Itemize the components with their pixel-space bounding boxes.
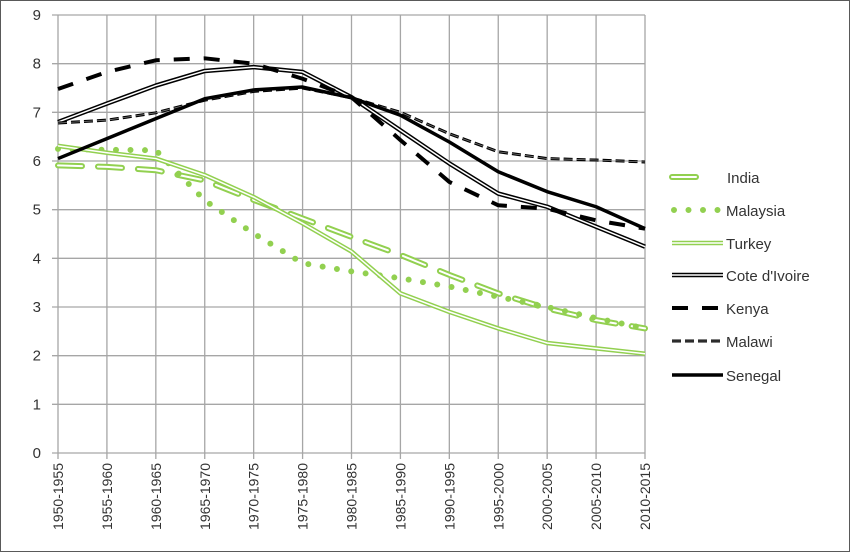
x-tick-label: 1950-1955 bbox=[50, 463, 66, 530]
y-tick-label: 0 bbox=[33, 445, 41, 462]
legend-label: Malawi bbox=[726, 334, 773, 351]
y-tick-label: 2 bbox=[33, 348, 41, 365]
legend-label: Senegal bbox=[726, 368, 781, 385]
x-tick-label: 2000-2005 bbox=[539, 463, 555, 530]
legend: India Malaysia Turkey Cote d'Ivoire Kenya Mal… bbox=[669, 170, 810, 385]
legend-label: Turkey bbox=[726, 236, 772, 253]
x-tick-label: 2005-2010 bbox=[588, 463, 604, 530]
x-tick-label: 1965-1970 bbox=[197, 463, 213, 530]
legend-item: Turkey bbox=[672, 236, 772, 253]
legend-item: Malaysia bbox=[671, 203, 786, 220]
y-tick-label: 9 bbox=[33, 7, 41, 24]
series-line-inner bbox=[57, 145, 646, 355]
x-tick-label: 1975-1980 bbox=[295, 463, 311, 530]
y-axis: 0 1 2 3 4 5 6 7 8 9 bbox=[33, 7, 41, 462]
x-tick-label: 1985-1990 bbox=[392, 463, 408, 530]
series-turkey bbox=[57, 143, 646, 356]
x-tick-label: 1955-1960 bbox=[99, 463, 115, 530]
y-tick-label: 3 bbox=[33, 299, 41, 316]
legend-label: India bbox=[727, 170, 760, 187]
x-tick-label: 2010-2015 bbox=[637, 463, 653, 530]
x-tick-label: 1990-1995 bbox=[441, 463, 457, 530]
legend-item: Kenya bbox=[672, 301, 769, 318]
x-axis: 1950-1955 1955-1960 1960-1965 1965-1970 1970… bbox=[50, 463, 653, 530]
grid bbox=[52, 14, 646, 459]
legend-label: Kenya bbox=[726, 301, 769, 318]
series-malaysia bbox=[55, 145, 648, 332]
y-tick-label: 7 bbox=[33, 104, 41, 121]
y-tick-label: 5 bbox=[33, 202, 41, 219]
y-tick-label: 6 bbox=[33, 153, 41, 170]
legend-label: Cote d'Ivoire bbox=[726, 268, 810, 285]
series-line-inner bbox=[57, 87, 646, 163]
x-tick-label: 1970-1975 bbox=[246, 463, 262, 530]
series-lines bbox=[55, 56, 648, 356]
series-senegal bbox=[57, 85, 646, 231]
series-india bbox=[55, 162, 648, 332]
series-malawi bbox=[57, 86, 646, 164]
x-tick-label: 1960-1965 bbox=[148, 463, 164, 530]
y-tick-label: 8 bbox=[33, 56, 41, 73]
legend-item: Cote d'Ivoire bbox=[672, 268, 810, 285]
legend-item: India bbox=[669, 170, 760, 187]
x-tick-label: 1980-1985 bbox=[344, 463, 360, 530]
legend-label: Malaysia bbox=[726, 203, 786, 220]
y-tick-label: 4 bbox=[33, 250, 41, 267]
series-line bbox=[55, 145, 648, 332]
x-tick-label: 1995-2000 bbox=[490, 463, 506, 530]
legend-item: Malawi bbox=[672, 334, 773, 351]
series-line bbox=[57, 85, 646, 231]
series-line-inner bbox=[57, 164, 646, 330]
y-tick-label: 1 bbox=[33, 396, 41, 413]
legend-item: Senegal bbox=[672, 368, 781, 385]
